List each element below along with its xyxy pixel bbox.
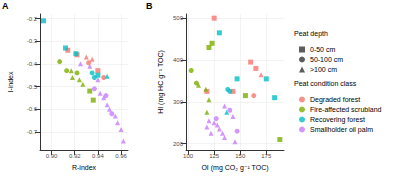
svg-text:HI (mg HC g⁻¹ TOC): HI (mg HC g⁻¹ TOC) [157,50,165,114]
svg-text:175: 175 [261,153,272,159]
svg-text:I-index: I-index [7,71,14,93]
svg-text:Degraded forest: Degraded forest [310,96,360,104]
svg-text:OI (mg CO₂ g⁻¹ TOC): OI (mg CO₂ g⁻¹ TOC) [201,164,268,172]
svg-text:-0.5: -0.5 [27,84,38,90]
svg-text:Peat condition class: Peat condition class [294,80,357,87]
svg-text:B: B [146,1,153,11]
svg-text:Smallholder oil palm: Smallholder oil palm [310,126,373,134]
svg-text:Fire-affected scrubland: Fire-affected scrubland [310,106,382,113]
svg-text:-0.7: -0.7 [27,129,38,135]
svg-text:50-100 cm: 50-100 cm [310,56,343,63]
svg-text:150: 150 [235,153,246,159]
svg-text:100: 100 [183,153,194,159]
svg-text:-0.2: -0.2 [27,16,38,22]
svg-text:500: 500 [173,15,184,21]
svg-text:Recovering forest: Recovering forest [310,116,365,124]
svg-text:Peat depth: Peat depth [294,30,328,38]
svg-text:0-50 cm: 0-50 cm [310,46,335,53]
svg-text:>100 cm: >100 cm [310,66,337,73]
svg-text:-0.6: -0.6 [27,106,38,112]
svg-text:R-index: R-index [72,164,97,171]
svg-text:400: 400 [173,57,184,63]
svg-text:A: A [2,1,9,11]
svg-text:300: 300 [173,99,184,105]
svg-text:0.90: 0.90 [46,153,58,159]
svg-text:0.96: 0.96 [115,153,127,159]
svg-text:200: 200 [173,141,184,147]
svg-text:-0.4: -0.4 [27,61,38,67]
svg-text:0.92: 0.92 [69,153,81,159]
svg-text:0.94: 0.94 [92,153,104,159]
svg-text:-0.3: -0.3 [27,38,38,44]
svg-text:125: 125 [209,153,220,159]
